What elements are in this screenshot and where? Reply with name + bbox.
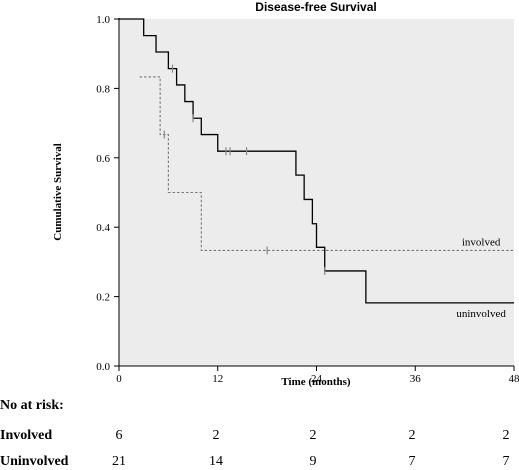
y-tick-label: 1.0 [96, 14, 110, 26]
x-tick-label: 36 [410, 373, 422, 385]
y-tick-label: 0.6 [96, 153, 110, 165]
x-axis-label: Time (months) [281, 376, 350, 388]
at-risk-involved-t36: 2 [409, 428, 416, 444]
y-tick-label: 0.2 [96, 292, 110, 304]
y-tick-label: 0.4 [96, 222, 110, 234]
at-risk-heading: No at risk: [0, 398, 64, 414]
x-tick-label: 48 [509, 373, 519, 385]
series-label-uninvolved: uninvolved [456, 308, 506, 320]
y-tick-label: 0.0 [96, 361, 110, 373]
x-tick-label: 0 [116, 373, 122, 385]
x-tick-label: 12 [212, 373, 223, 385]
at-risk-uninvolved-t0: 21 [112, 454, 126, 470]
at-risk-uninvolved-t36: 7 [409, 454, 416, 470]
at-risk-involved-t0: 6 [116, 428, 123, 444]
at-risk-row-label-involved: Involved [0, 428, 52, 444]
series-label-involved: involved [462, 236, 501, 248]
at-risk-involved-t12: 2 [213, 428, 220, 444]
y-tick-label: 0.8 [96, 83, 110, 95]
at-risk-involved-t48: 2 [503, 428, 510, 444]
at-risk-involved-t24: 2 [310, 428, 317, 444]
at-risk-uninvolved-t48: 7 [503, 454, 510, 470]
at-risk-uninvolved-t24: 9 [310, 454, 317, 470]
y-axis-label: Cumulative Survival [52, 143, 64, 240]
at-risk-uninvolved-t12: 14 [209, 454, 223, 470]
at-risk-row-label-uninvolved: Uninvolved [0, 454, 68, 470]
chart-title: Disease-free Survival [255, 0, 376, 14]
